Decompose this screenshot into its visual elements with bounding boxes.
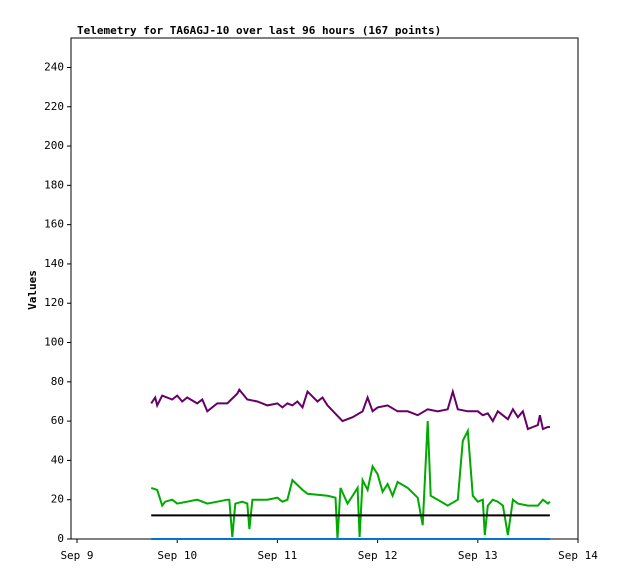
y-tick-label: 180 [44,178,64,191]
y-tick-label: 240 [44,60,64,73]
series-line [150,387,550,431]
y-tick-label: 20 [51,493,64,506]
y-tick-label: 100 [44,336,64,349]
y-tick-label: 80 [51,375,64,388]
y-tick-label: 220 [44,100,64,113]
y-tick-label: 120 [44,296,64,309]
y-tick-label: 200 [44,139,64,152]
x-tick-label: Sep 10 [157,549,197,562]
plot-frame [70,37,579,540]
y-tick-label: 140 [44,257,64,270]
x-tick-label: Sep 14 [558,549,598,562]
x-tick-label: Sep 12 [358,549,398,562]
x-tick-label: Sep 11 [258,549,298,562]
y-tick-label: 60 [51,414,64,427]
x-tick-label: Sep 13 [458,549,498,562]
series-line [150,421,551,540]
y-axis-label: Values [26,270,39,310]
y-tick-label: 40 [51,453,64,466]
x-tick-label: Sep 9 [60,549,93,562]
y-tick-label: 160 [44,218,64,231]
chart-title: Telemetry for TA6AGJ-10 over last 96 hou… [77,24,441,37]
y-tick-label: 0 [57,532,64,545]
